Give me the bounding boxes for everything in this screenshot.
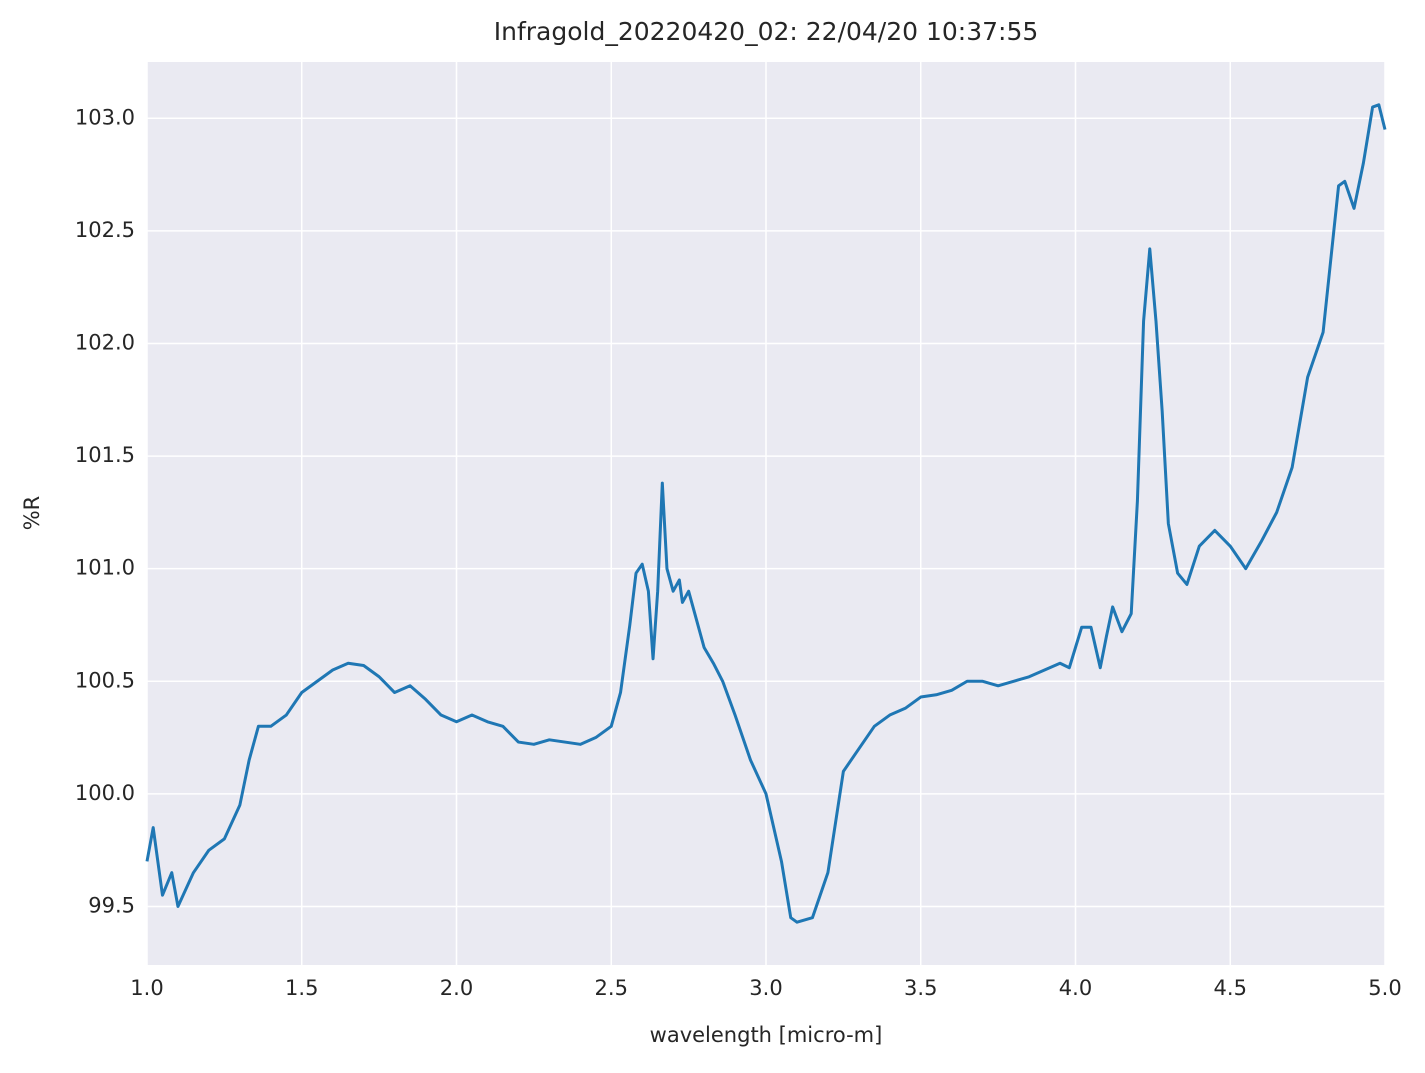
- x-axis-label: wavelength [micro-m]: [650, 1023, 883, 1047]
- x-tick-label: 2.0: [440, 976, 473, 1000]
- y-tick-label: 100.0: [75, 781, 135, 805]
- y-axis-label: %R: [20, 496, 44, 531]
- x-tick-label: 1.0: [130, 976, 163, 1000]
- x-tick-label: 2.5: [595, 976, 628, 1000]
- y-tick-label: 101.0: [75, 556, 135, 580]
- x-tick-label: 1.5: [285, 976, 318, 1000]
- y-tick-label: 100.5: [75, 668, 135, 692]
- x-tick-label: 3.5: [904, 976, 937, 1000]
- x-tick-label: 5.0: [1368, 976, 1401, 1000]
- chart-title: Infragold_20220420_02: 22/04/20 10:37:55: [494, 17, 1039, 46]
- x-tick-label: 4.0: [1059, 976, 1092, 1000]
- y-tick-label: 99.5: [88, 893, 135, 917]
- y-tick-label: 103.0: [75, 105, 135, 129]
- y-tick-label: 102.0: [75, 330, 135, 354]
- x-tick-label: 4.5: [1214, 976, 1247, 1000]
- data-line: [145, 103, 1387, 924]
- y-tick-label: 102.5: [75, 218, 135, 242]
- y-tick-label: 101.5: [75, 443, 135, 467]
- x-tick-label: 3.0: [749, 976, 782, 1000]
